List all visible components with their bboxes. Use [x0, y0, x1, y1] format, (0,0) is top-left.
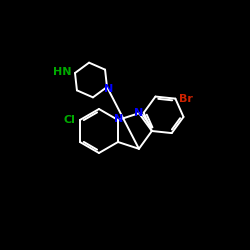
- Text: Cl: Cl: [63, 115, 75, 125]
- Text: N: N: [134, 108, 143, 118]
- Text: Br: Br: [179, 94, 193, 104]
- Text: N: N: [114, 114, 124, 124]
- Text: HN: HN: [54, 67, 72, 77]
- Text: N: N: [104, 84, 114, 94]
